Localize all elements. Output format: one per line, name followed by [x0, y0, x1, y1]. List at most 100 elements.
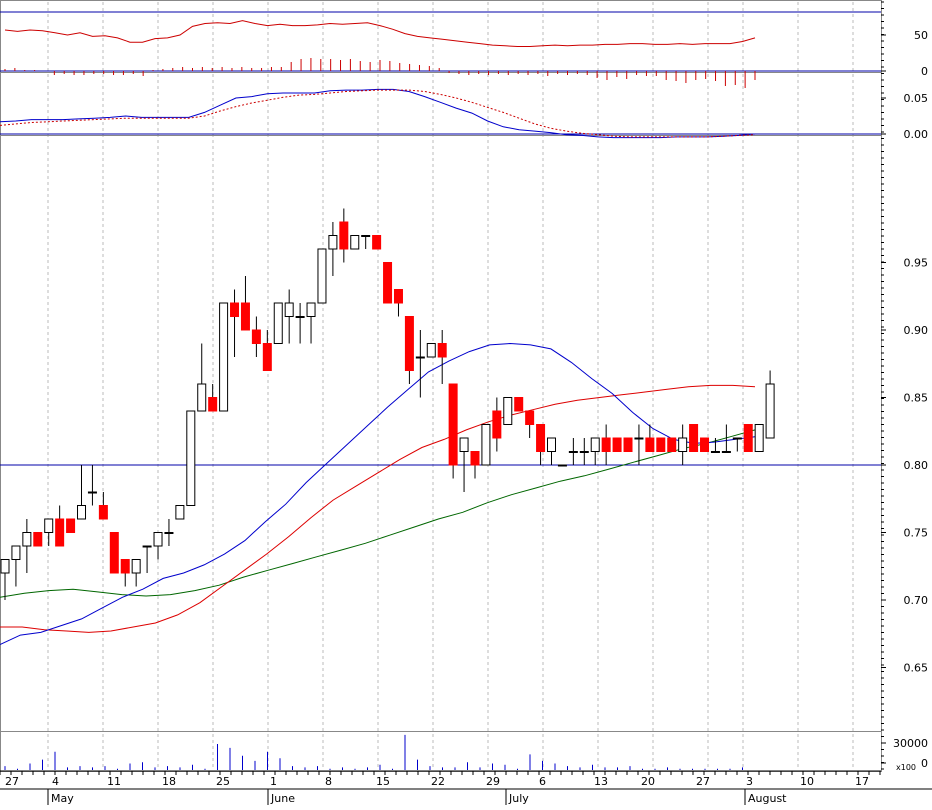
x-month-label: May	[51, 792, 74, 805]
candle-body	[536, 424, 546, 452]
candle-body	[415, 356, 425, 359]
candle-body	[55, 518, 65, 547]
candle-body	[470, 451, 480, 466]
candle-body	[109, 532, 119, 574]
candle-body	[525, 410, 535, 425]
candle-body	[219, 302, 229, 412]
volume-tick-label: 0	[921, 757, 928, 770]
candle-body	[120, 559, 130, 574]
macd-signal-line	[0, 89, 756, 138]
candle-body	[339, 221, 349, 250]
candle-body	[240, 302, 250, 331]
x-day-label: 25	[216, 775, 230, 788]
moving-average-long	[0, 429, 756, 598]
candle-body	[273, 302, 283, 344]
candle-body	[66, 518, 76, 533]
candle-body	[721, 451, 731, 453]
candle-body	[743, 424, 753, 452]
rsi-line	[4, 20, 756, 47]
x-day-label: 27	[696, 775, 710, 788]
moving-average-mid	[0, 384, 756, 633]
candle-body	[623, 437, 633, 452]
macd-panel	[0, 88, 756, 139]
price-tick-label: 0.75	[904, 527, 929, 540]
candle-body	[678, 437, 688, 452]
x-day-label: 6	[539, 775, 546, 788]
x-day-label: 3	[746, 775, 753, 788]
candle-body	[667, 437, 677, 452]
candle-body	[251, 329, 261, 344]
candle-body	[557, 464, 567, 467]
price-tick-label: 0.65	[904, 662, 929, 675]
candle-body	[33, 532, 43, 547]
panel-border	[0, 0, 882, 73]
candle-body	[153, 532, 163, 547]
volume-tick-label: 30000	[893, 737, 928, 750]
candle-body	[568, 451, 578, 453]
price-tick-label: 0.85	[904, 392, 929, 405]
candle-body	[175, 505, 185, 520]
candle-body	[22, 532, 32, 547]
rsi-panel	[4, 20, 756, 88]
candle-body	[634, 437, 644, 440]
x-day-label: 22	[431, 775, 445, 788]
candle-body	[404, 316, 414, 371]
x-day-label: 27	[5, 775, 19, 788]
candle-body	[142, 545, 152, 548]
panel-border	[0, 72, 882, 136]
candle-body	[208, 397, 218, 412]
x-day-label: 20	[641, 775, 655, 788]
price-tick-label: 0.70	[904, 594, 929, 607]
volume-unit-label: x100	[896, 763, 916, 772]
rsi-tick-label: 50	[914, 29, 928, 42]
x-day-label: 1	[270, 775, 277, 788]
candle-body	[612, 437, 622, 452]
x-day-label: 18	[162, 775, 176, 788]
y-axis-labels: 50 0 0.05 0.00 0.95 0.90 0.85 0.80 0.75 0.70 0.65 3…	[881, 1, 929, 772]
candle-body	[765, 383, 775, 439]
candle-body	[131, 559, 141, 574]
candle-body	[448, 383, 458, 466]
candle-body	[372, 235, 382, 250]
candle-body	[689, 424, 699, 452]
candle-body	[459, 437, 469, 452]
price-panel	[0, 208, 881, 645]
x-day-label: 8	[325, 775, 332, 788]
candle-body	[656, 437, 666, 452]
x-day-label: 4	[52, 775, 59, 788]
candle-body	[77, 505, 87, 520]
candle-body	[645, 437, 655, 452]
candle-body	[590, 437, 600, 452]
candle-body	[284, 302, 294, 317]
x-day-label: 15	[376, 775, 390, 788]
candle-body	[262, 343, 272, 371]
candle-body	[44, 518, 54, 533]
price-tick-label: 0.95	[904, 257, 929, 270]
candle-body	[11, 545, 21, 560]
candle-body	[732, 437, 742, 440]
x-day-label: 29	[486, 775, 500, 788]
candle-body	[579, 451, 589, 453]
candle-body	[481, 424, 491, 466]
candle-body	[393, 289, 403, 304]
candle-body	[197, 383, 207, 412]
candle-body	[230, 302, 240, 317]
x-month-label: July	[508, 792, 529, 805]
x-month-label: June	[270, 792, 295, 805]
candle-body	[700, 437, 710, 452]
panel-frames	[0, 0, 882, 772]
panel-border	[0, 731, 882, 772]
x-day-label: 17	[855, 775, 869, 788]
candle-body	[350, 235, 360, 250]
candle-body	[317, 248, 327, 304]
candle-body	[383, 262, 393, 304]
price-tick-label: 0.80	[904, 459, 929, 472]
candle-body	[426, 343, 436, 358]
macd-tick-label: 0.05	[904, 92, 929, 105]
candle-body	[361, 235, 371, 237]
macd-line	[0, 88, 756, 139]
candle-body	[437, 343, 447, 358]
